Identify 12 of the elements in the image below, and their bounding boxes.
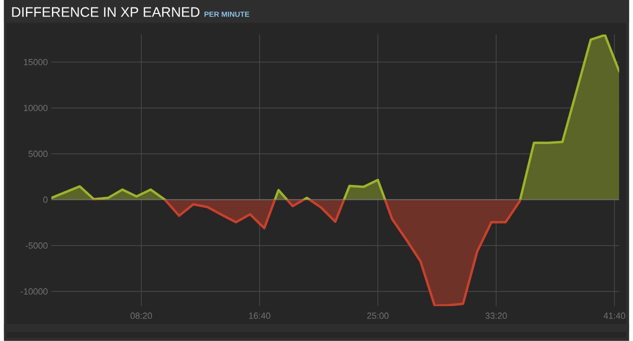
y-tick-label: 5000 xyxy=(28,150,48,158)
chart-title: DIFFERENCE IN XP EARNED xyxy=(12,7,200,18)
y-tick-label: 0 xyxy=(43,196,48,203)
x-tick-label: 33:20 xyxy=(485,312,507,319)
x-tick-label: 08:20 xyxy=(130,312,152,319)
y-tick-label: -10000 xyxy=(20,288,48,295)
x-tick-label: 25:00 xyxy=(367,312,389,319)
y-tick-label: 15000 xyxy=(24,59,48,66)
x-tick-label: 16:40 xyxy=(249,312,270,319)
y-tick-label: 10000 xyxy=(24,104,48,112)
x-tick-label: 41:40 xyxy=(604,312,626,319)
y-tick-label: -5000 xyxy=(26,242,48,249)
